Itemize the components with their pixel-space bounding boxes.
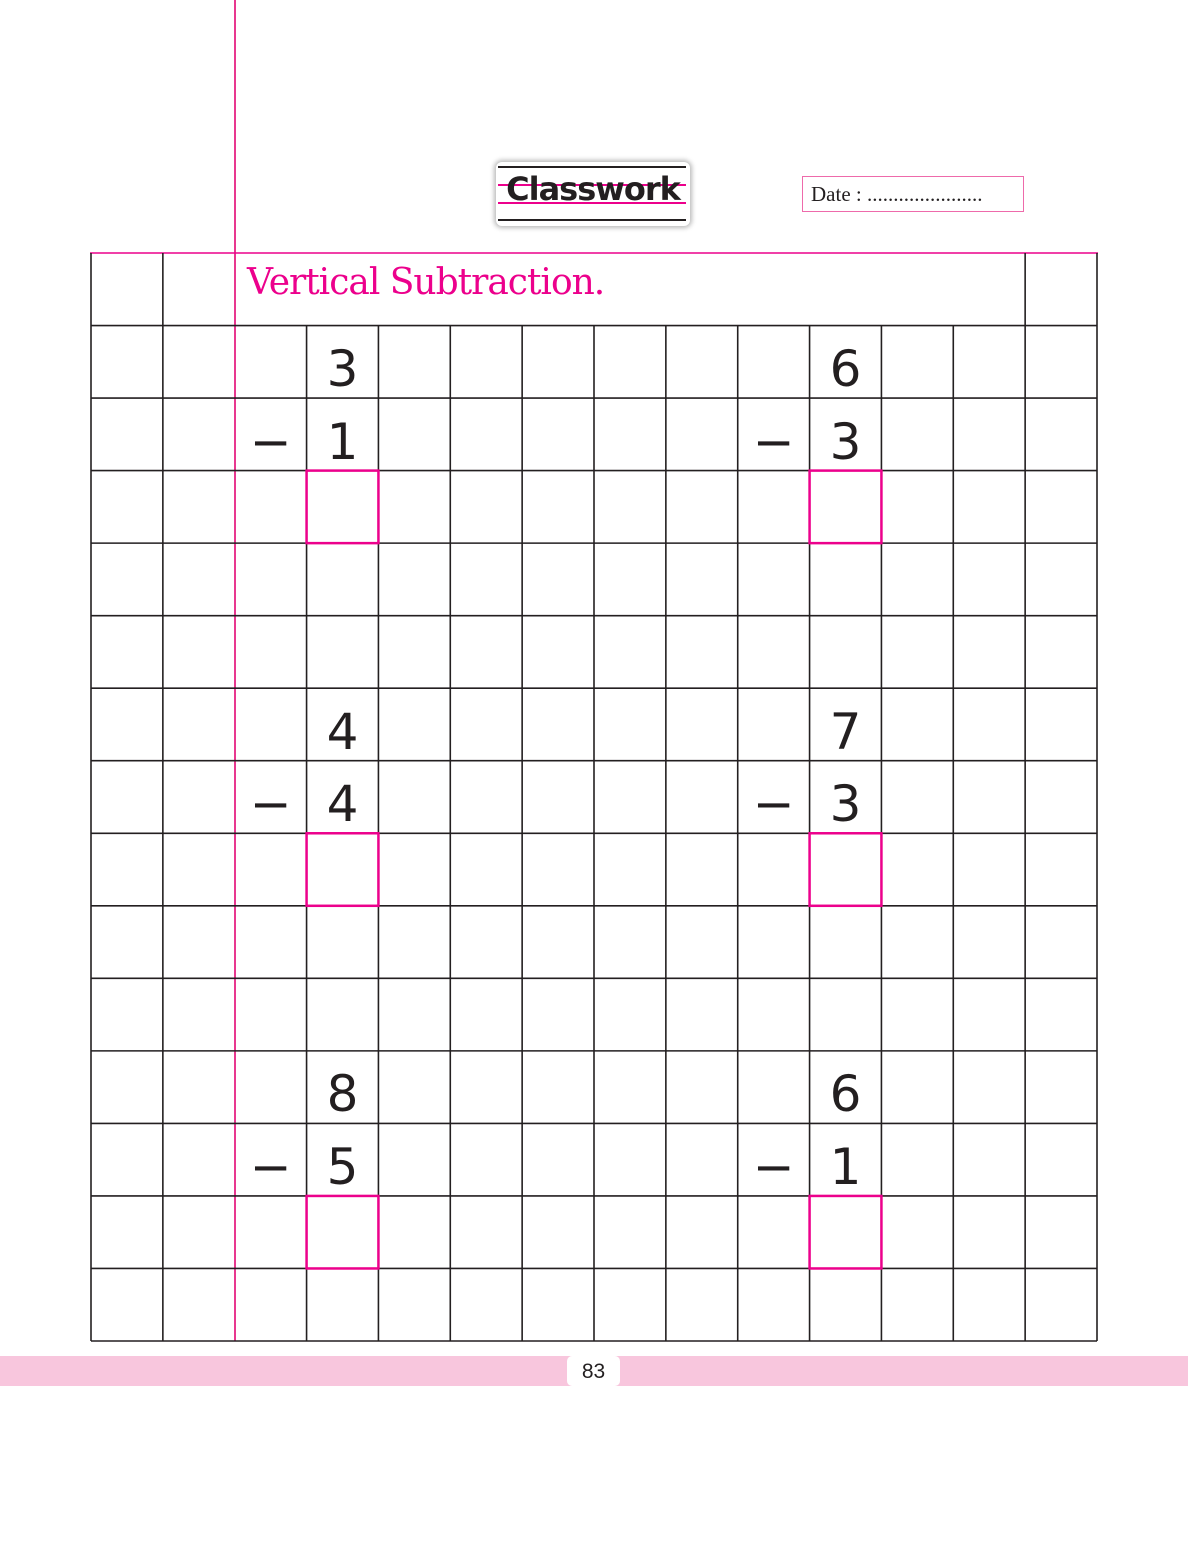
- subtrahend-digit: 3: [829, 775, 862, 834]
- minus-sign: −: [752, 1137, 795, 1196]
- minuend-digit: 3: [326, 340, 359, 399]
- answer-box[interactable]: [808, 832, 883, 908]
- answer-grid: [90, 252, 1098, 1342]
- subtrahend-digit: 1: [829, 1137, 862, 1196]
- classwork-label: Classwork: [506, 170, 681, 208]
- minuend-digit: 6: [829, 1065, 862, 1124]
- answer-box[interactable]: [305, 469, 380, 545]
- minus-sign: −: [249, 775, 292, 834]
- date-field[interactable]: Date : ......................: [802, 176, 1024, 212]
- subtrahend-digit: 3: [829, 412, 862, 471]
- minus-sign: −: [249, 1137, 292, 1196]
- minus-sign: −: [249, 412, 292, 471]
- answer-box[interactable]: [808, 1194, 883, 1270]
- classwork-badge: Classwork: [496, 162, 690, 226]
- answer-box[interactable]: [305, 1194, 380, 1270]
- subtrahend-digit: 1: [326, 412, 359, 471]
- subtrahend-digit: 5: [326, 1137, 359, 1196]
- page-number: 83: [567, 1356, 620, 1386]
- minuend-digit: 7: [829, 702, 862, 761]
- subtrahend-digit: 4: [326, 775, 359, 834]
- answer-box[interactable]: [808, 469, 883, 545]
- answer-box[interactable]: [305, 832, 380, 908]
- minus-sign: −: [752, 775, 795, 834]
- worksheet-title: Vertical Subtraction.: [247, 262, 605, 303]
- minus-sign: −: [752, 412, 795, 471]
- minuend-digit: 4: [326, 702, 359, 761]
- margin-line: [234, 0, 236, 1341]
- minuend-digit: 6: [829, 340, 862, 399]
- minuend-digit: 8: [326, 1065, 359, 1124]
